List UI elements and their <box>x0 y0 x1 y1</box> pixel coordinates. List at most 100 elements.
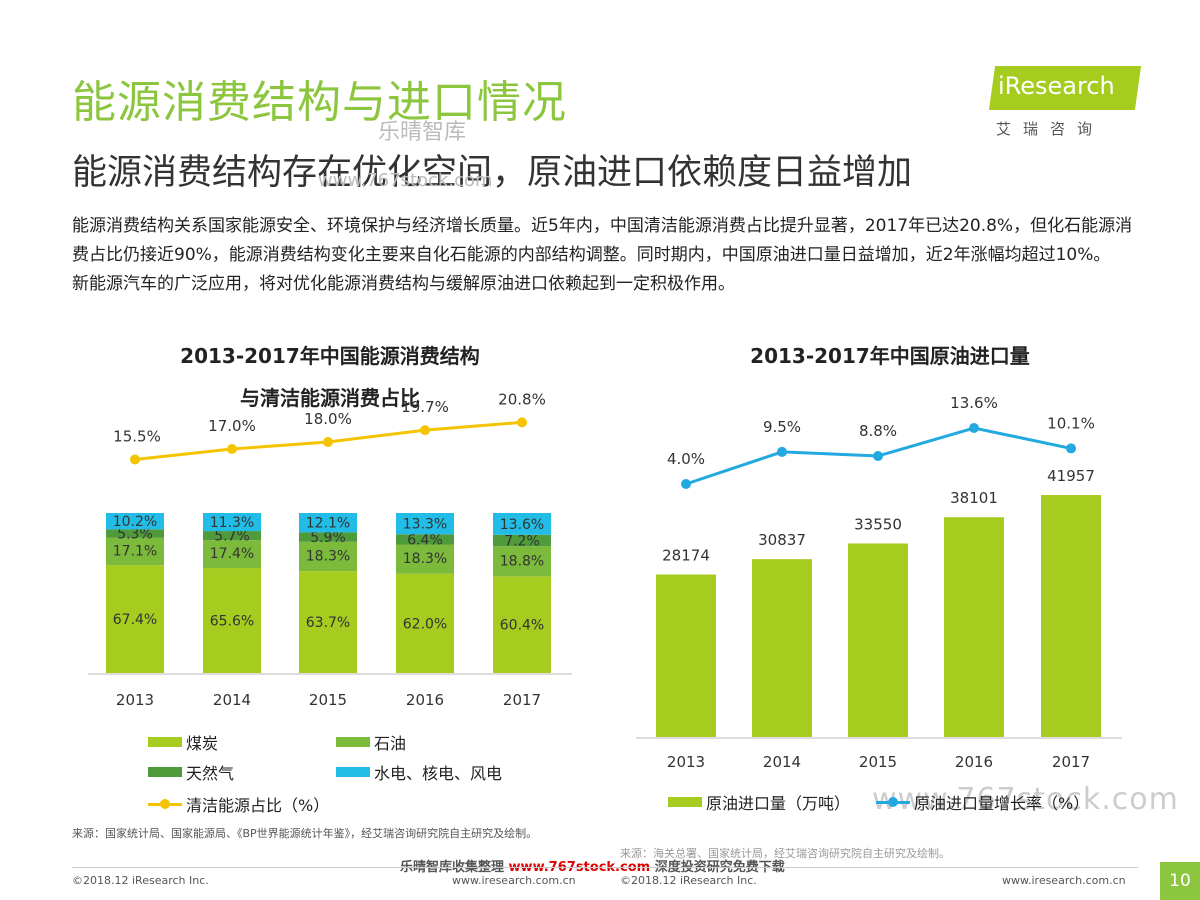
crude-bar-2016 <box>944 517 1004 737</box>
crude-growth-point-2016 <box>969 423 979 433</box>
crude-growth-label-2017: 10.1% <box>1047 414 1095 432</box>
legend-gas: 天然气 <box>148 760 234 784</box>
bar-label-2-2013: 5.3% <box>117 527 153 543</box>
x-tick-2015: 2015 <box>309 691 347 709</box>
clean-share-point-2017 <box>517 417 527 428</box>
crude-bar-2015 <box>848 543 908 737</box>
clean-share-label-2013: 15.5% <box>113 428 161 446</box>
bar-label-3-2017: 13.6% <box>500 517 544 533</box>
bar-0-2015 <box>299 571 357 673</box>
bar-label-3-2016: 13.3% <box>403 517 447 533</box>
legend-crude-volume: 原油进口量（万吨） <box>668 790 850 814</box>
crude-x-tick-2014: 2014 <box>763 753 801 771</box>
intro-paragraph-1: 能源消费结构关系国家能源安全、环境保护与经济增长质量。近5年内，中国清洁能源消费… <box>72 216 1133 265</box>
bar-label-2-2014: 5.7% <box>214 529 250 545</box>
legend-crude-growth: 原油进口量增长率（%） <box>876 790 1089 814</box>
x-tick-2014: 2014 <box>213 691 251 709</box>
footer-site-mid[interactable]: www.iresearch.com.cn <box>452 874 576 887</box>
crude-bar-label-2015: 33550 <box>854 515 902 533</box>
bar-1-2015 <box>299 541 357 572</box>
footer-site-right[interactable]: www.iresearch.com.cn <box>1002 874 1126 887</box>
right-chart-title: 2013-2017年中国原油进口量 <box>750 344 1030 368</box>
bar-label-0-2016: 62.0% <box>403 616 447 632</box>
bar-label-0-2015: 63.7% <box>306 615 350 631</box>
bar-label-2-2015: 5.9% <box>310 530 346 546</box>
bar-0-2014 <box>203 568 261 673</box>
crude-bar-2014 <box>752 559 812 737</box>
bar-label-0-2014: 65.6% <box>210 614 254 630</box>
crude-bar-label-2017: 41957 <box>1047 467 1095 485</box>
clean-share-label-2014: 17.0% <box>208 417 256 435</box>
bar-3-2013 <box>106 513 164 530</box>
crude-bar-2017 <box>1041 495 1101 737</box>
bar-1-2016 <box>396 544 454 574</box>
crude-growth-label-2015: 8.8% <box>859 422 897 440</box>
legend-swatch-clean-line <box>148 798 182 810</box>
bar-3-2014 <box>203 513 261 532</box>
source-right: 来源：海关总署、国家统计局，经艾瑞咨询研究院自主研究及绘制。 <box>620 847 950 860</box>
legend-swatch-crude-bar <box>668 797 702 807</box>
legend-swatch-gas <box>148 767 182 777</box>
bar-3-2017 <box>493 513 551 535</box>
watermark-2: www.767stock.com <box>318 170 493 191</box>
bar-3-2015 <box>299 513 357 533</box>
bar-0-2017 <box>493 576 551 673</box>
legend-label-hydro: 水电、核电、风电 <box>374 764 503 783</box>
bar-label-0-2013: 67.4% <box>113 612 157 628</box>
legend-label-crude-volume: 原油进口量（万吨） <box>706 794 851 813</box>
watermark-1: 乐晴智库 <box>378 120 467 145</box>
bar-2-2013 <box>106 529 164 538</box>
crude-growth-point-2015 <box>873 451 883 461</box>
clean-share-label-2015: 18.0% <box>304 410 352 428</box>
page-title: 能源消费结构与进口情况 <box>72 77 567 128</box>
x-tick-2017: 2017 <box>503 691 541 709</box>
legend-label-oil: 石油 <box>374 734 407 753</box>
legend-label-gas: 天然气 <box>186 764 235 783</box>
source-left: 来源：国家统计局、国家能源局、《BP世界能源统计年鉴》，经艾瑞咨询研究院自主研究… <box>72 827 538 840</box>
clean-share-point-2013 <box>130 454 140 465</box>
bar-label-1-2016: 18.3% <box>403 551 447 567</box>
legend-oil: 石油 <box>336 730 406 754</box>
intro-text: 能源消费结构关系国家能源安全、环境保护与经济增长质量。近5年内，中国清洁能源消费… <box>72 212 1140 299</box>
left-chart-title: 2013-2017年中国能源消费结构 <box>180 344 480 368</box>
page-subtitle: 能源消费结构存在优化空间，原油进口依赖度日益增加 <box>72 153 913 193</box>
bar-3-2016 <box>396 513 454 535</box>
crude-x-tick-2017: 2017 <box>1052 753 1090 771</box>
footer-banner: 乐晴智库收集整理 www.767stock.com 深度投资研究免费下载 <box>400 856 785 875</box>
bar-0-2016 <box>396 573 454 673</box>
legend-label-coal: 煤炭 <box>186 734 219 753</box>
logo-subtext: 艾瑞咨询 <box>996 120 1105 138</box>
crude-growth-point-2014 <box>777 446 787 457</box>
crude-bar-label-2016: 38101 <box>950 489 998 507</box>
crude-growth-label-2016: 13.6% <box>950 394 998 412</box>
footer-copyright-mid: ©2018.12 iResearch Inc. <box>620 874 757 887</box>
watermark-3: www.767stock.com <box>872 782 1179 817</box>
legend-label-crude-growth: 原油进口量增长率（%） <box>914 794 1090 813</box>
crude-bar-label-2013: 28174 <box>662 546 710 564</box>
legend-swatch-crude-line <box>876 796 910 808</box>
clean-share-point-2016 <box>420 425 430 436</box>
clean-share-label-2016: 19.7% <box>401 398 449 416</box>
legend-swatch-coal <box>148 737 182 747</box>
legend-clean-share: 清洁能源占比（%） <box>148 792 329 816</box>
crude-bar-label-2014: 30837 <box>758 531 806 549</box>
bar-label-3-2015: 12.1% <box>306 516 350 532</box>
legend-hydro-nuclear-wind: 水电、核电、风电 <box>336 760 502 784</box>
bar-2-2015 <box>299 532 357 542</box>
bar-label-2-2016: 6.4% <box>407 532 443 548</box>
bar-1-2013 <box>106 537 164 566</box>
bar-label-1-2015: 18.3% <box>306 548 350 564</box>
footer-copyright-left: ©2018.12 iResearch Inc. <box>72 874 209 887</box>
x-tick-2013: 2013 <box>116 691 154 709</box>
legend-swatch-oil <box>336 737 370 747</box>
clean-share-point-2015 <box>323 437 333 447</box>
left-chart-title-line2: 与清洁能源消费占比 <box>240 386 420 410</box>
intro-paragraph-2: 新能源汽车的广泛应用，将对优化能源消费结构与缓解原油进口依赖起到一定积极作用。 <box>72 274 735 294</box>
crude-x-tick-2013: 2013 <box>667 753 705 771</box>
crude-growth-label-2013: 4.0% <box>667 450 705 468</box>
crude-x-tick-2015: 2015 <box>859 753 897 771</box>
crude-growth-point-2017 <box>1066 443 1076 454</box>
bar-label-1-2013: 17.1% <box>113 543 157 559</box>
bar-label-3-2013: 10.2% <box>113 514 157 530</box>
